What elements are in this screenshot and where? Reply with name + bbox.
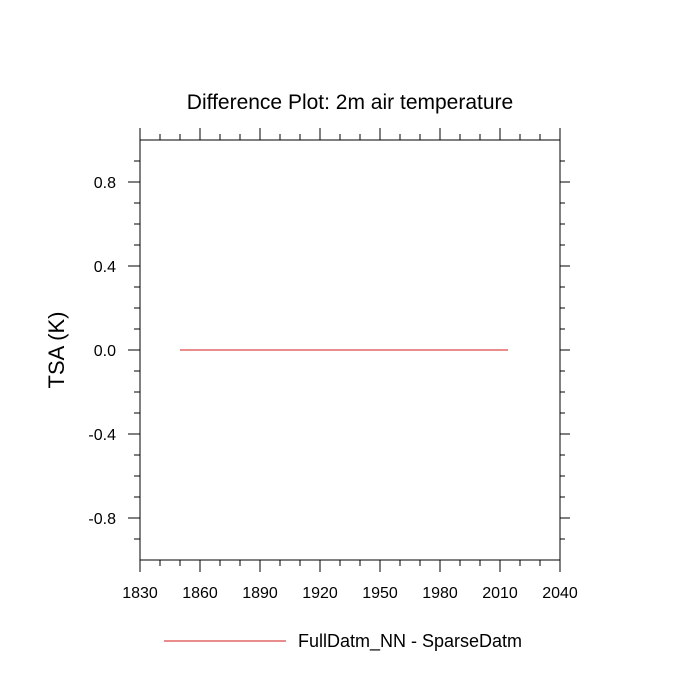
y-tick-label: 0.0 (94, 343, 116, 360)
y-tick-label: 0.8 (94, 175, 116, 192)
x-tick-label: 1830 (122, 585, 158, 602)
x-tick-label: 1860 (182, 585, 218, 602)
x-tick-label: 2010 (482, 585, 518, 602)
legend-label: FullDatm_NN - SparseDatm (298, 631, 522, 652)
x-tick-label: 1920 (302, 585, 338, 602)
x-tick-label: 1950 (362, 585, 398, 602)
y-tick-label: -0.4 (88, 427, 116, 444)
x-tick-labels: 1830 1860 1890 1920 1950 1980 2010 2040 (122, 585, 578, 602)
legend: FullDatm_NN - SparseDatm (164, 631, 522, 652)
x-tick-label: 1980 (422, 585, 458, 602)
y-tick-label: 0.4 (94, 259, 116, 276)
x-tick-label: 1890 (242, 585, 278, 602)
axis-ticks (128, 128, 570, 572)
y-axis-label: TSA (K) (44, 311, 69, 388)
y-tick-label: -0.8 (88, 511, 116, 528)
y-tick-labels: -0.8 -0.4 0.0 0.4 0.8 (88, 175, 116, 528)
x-tick-label: 2040 (542, 585, 578, 602)
chart-title: Difference Plot: 2m air temperature (187, 91, 513, 114)
